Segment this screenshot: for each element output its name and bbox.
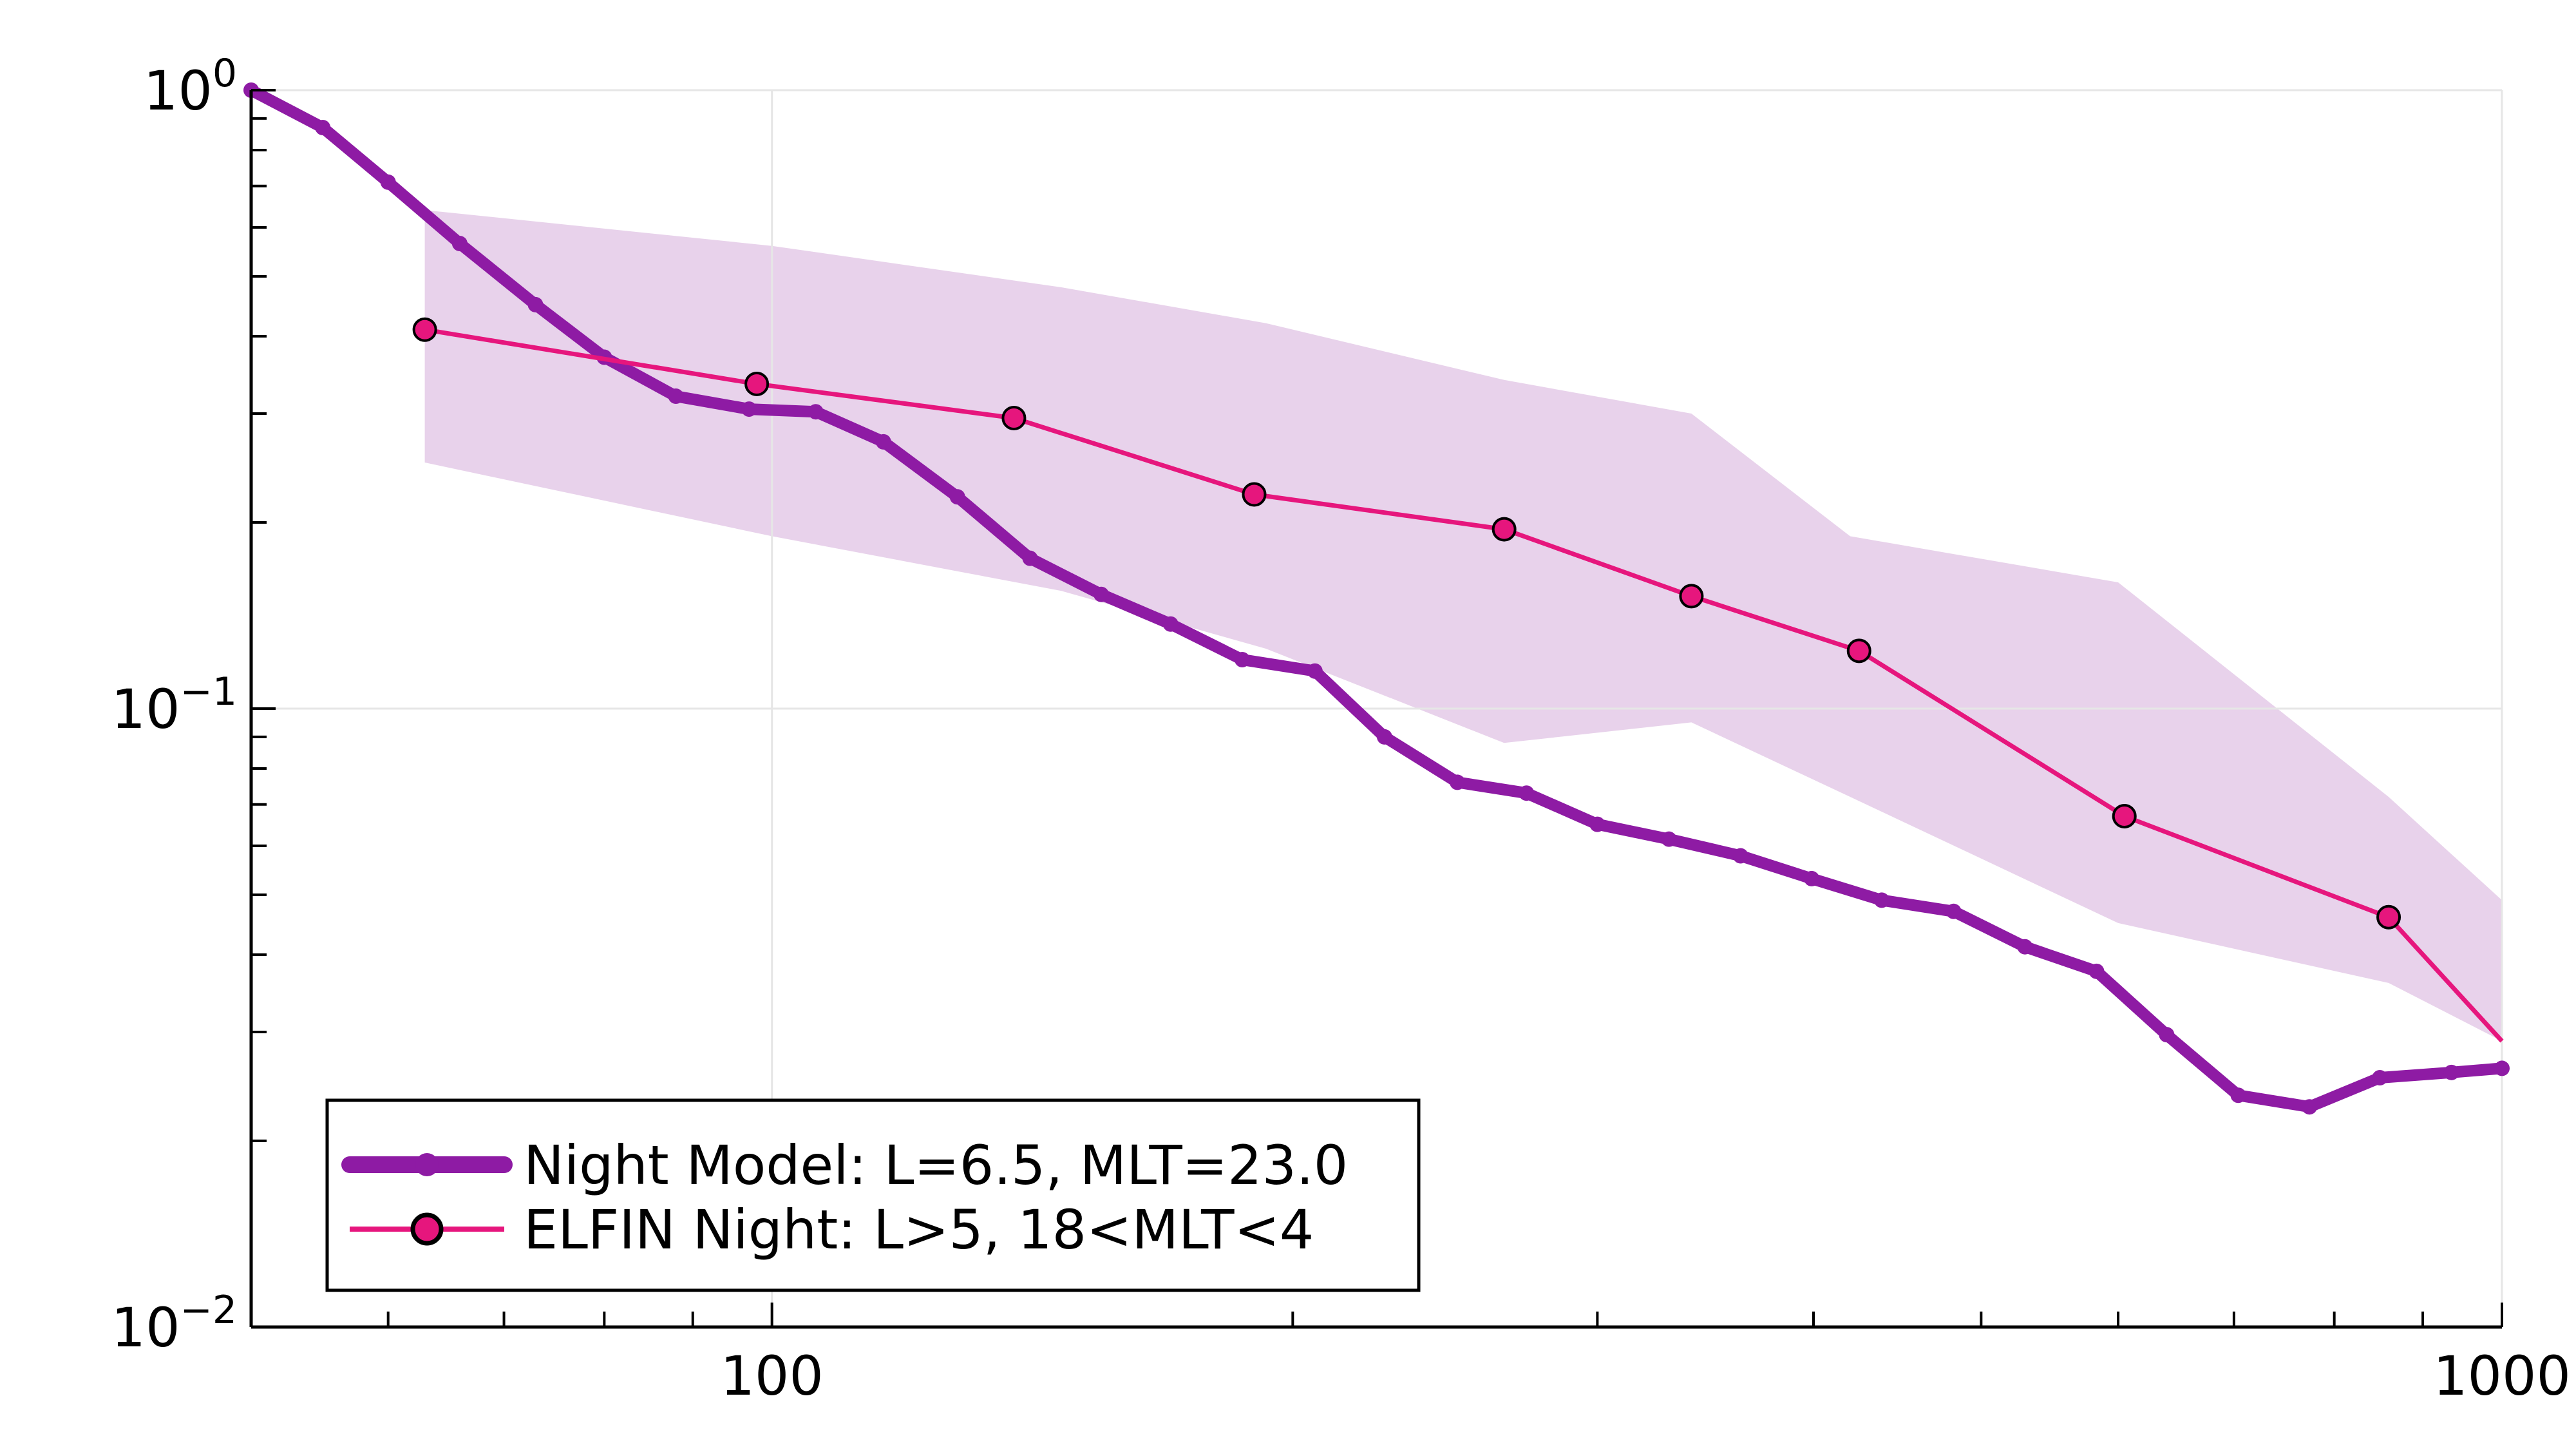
series-point-night-model [1804,870,1820,886]
y-tick-base: 10 [111,1296,180,1359]
series-point-night-model [1022,550,1038,566]
series-point-elfin-night [2112,803,2137,828]
series-point-night-model [2230,1087,2246,1103]
series-point-night-model [2494,1060,2510,1076]
series-point-elfin-night [412,317,437,342]
x-tick-label: 1000 [2433,1344,2571,1408]
y-tick-exponent: −1 [180,669,237,714]
series-point-night-model [1873,892,1889,908]
y-tick-label: 10−2 [111,1288,237,1359]
series-point-night-model [451,236,468,252]
series-point-night-model [668,388,684,405]
legend-label-night-model: Night Model: L=6.5, MLT=23.0 [524,1134,1348,1197]
series-layer [243,82,2510,1115]
series-point-night-model [2443,1064,2459,1080]
series-point-night-model [875,434,891,450]
series-point-elfin-night [744,371,770,396]
series-point-elfin-night [1242,482,1267,507]
series-point-elfin-night [1846,638,1871,664]
series-point-night-model [315,120,331,136]
legend-marker-night-model [415,1153,439,1176]
series-point-night-model [1661,831,1677,847]
y-tick-exponent: −2 [180,1288,237,1333]
uncertainty-band [424,210,2502,1042]
y-tick-label: 10−1 [111,669,237,741]
series-point-night-model [1307,663,1323,679]
series-point-night-model [2302,1099,2318,1115]
series-point-elfin-night [1679,584,1704,609]
series-point-elfin-night [1492,517,1517,542]
y-tick-base: 10 [111,678,180,741]
series-point-elfin-night [1001,405,1027,430]
uncertainty-band-layer [424,210,2502,1042]
series-point-night-model [2017,939,2033,955]
series-point-night-model [949,489,965,505]
series-point-night-model [741,401,757,417]
series-point-night-model [2159,1027,2175,1043]
y-tick-exponent: 0 [213,51,237,96]
series-point-night-model [1519,785,1535,801]
series-point-night-model [1162,616,1179,632]
series-point-night-model [1449,774,1465,790]
series-point-night-model [1234,651,1250,667]
series-point-night-model [1732,848,1748,864]
series-point-night-model [380,174,396,190]
y-tick-label: 100 [144,51,237,122]
legend-marker-elfin-night [410,1212,444,1246]
series-point-night-model [527,296,544,312]
series-point-night-model [2088,963,2105,979]
series-point-night-model [1946,903,1962,919]
legend-box [325,1098,1421,1292]
series-point-night-model [1093,586,1109,602]
series-line-elfin-night [424,327,2504,1043]
y-tick-base: 10 [144,59,213,122]
series-point-night-model [1589,816,1605,832]
series-point-night-model [2372,1070,2388,1086]
series-point-night-model [808,404,824,420]
series-point-night-model [1376,729,1392,745]
legend-label-elfin-night: ELFIN Night: L>5, 18<MLT<4 [524,1198,1314,1261]
x-tick-label: 100 [720,1344,823,1408]
series-point-elfin-night [2376,904,2401,930]
